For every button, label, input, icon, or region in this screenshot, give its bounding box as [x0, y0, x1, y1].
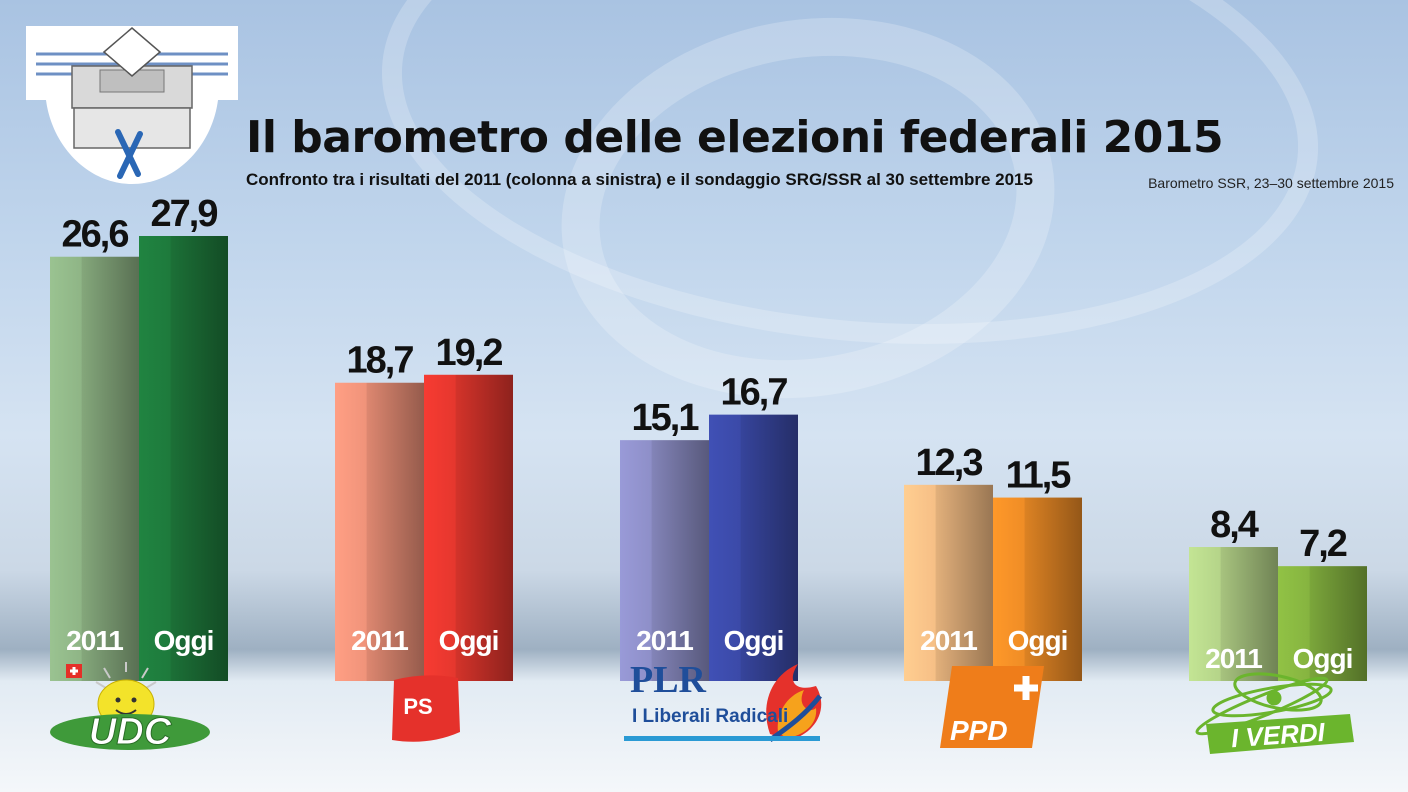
- value-label: 16,7: [721, 372, 788, 414]
- page-title: Il barometro delle elezioni federali 201…: [246, 112, 1224, 163]
- ppd-logo: PPD: [940, 666, 1044, 748]
- bar-year-label: 2011: [1205, 643, 1262, 674]
- ppd-logo-text: PPD: [950, 715, 1008, 746]
- ballot-box-icon: [26, 26, 238, 184]
- verdi-logo-text: I VERDI: [1230, 717, 1327, 754]
- plr-logo-subtext: I Liberali Radicali: [632, 706, 788, 727]
- bar-udc-oggi: [139, 235, 228, 681]
- bar-year-label: 2011: [351, 625, 408, 656]
- bar-plr-2011: [620, 440, 709, 681]
- bar-udc-2011: [50, 256, 139, 681]
- plr-logo: PLR I Liberali Radicali: [624, 659, 822, 743]
- bar-plr-oggi: [709, 414, 798, 681]
- bar-year-label: Oggi: [154, 625, 214, 656]
- udc-logo-text: UDC: [89, 711, 172, 753]
- sunflower-icon: [1195, 672, 1333, 736]
- value-label: 19,2: [436, 332, 503, 374]
- bar-ppd-2011: [904, 484, 993, 681]
- page-subtitle: Confronto tra i risultati del 2011 (colo…: [246, 170, 1033, 189]
- value-label: 26,6: [62, 214, 129, 256]
- ps-logo-text: PS: [403, 694, 432, 719]
- udc-logo: UDC: [50, 662, 210, 754]
- bar-year-label: 2011: [66, 625, 123, 656]
- bar-ppd-oggi: [993, 497, 1082, 681]
- bar-i-verdi-oggi: [1278, 566, 1367, 681]
- bar-year-label: 2011: [636, 625, 693, 656]
- value-label: 8,4: [1210, 504, 1259, 546]
- cross-icon: [1014, 676, 1038, 700]
- bar-year-label: Oggi: [1008, 625, 1068, 656]
- verdi-logo: I VERDI: [1195, 672, 1354, 754]
- plr-logo-text: PLR: [630, 659, 707, 701]
- bar-ps-2011: [335, 382, 424, 681]
- value-label: 7,2: [1299, 523, 1347, 565]
- value-label: 12,3: [916, 442, 983, 484]
- value-label: 27,9: [151, 193, 218, 235]
- bar-year-label: Oggi: [439, 625, 499, 656]
- value-label: 18,7: [347, 340, 414, 382]
- bar-i-verdi-2011: [1189, 547, 1278, 681]
- bar-year-label: Oggi: [724, 625, 784, 656]
- value-label: 11,5: [1006, 455, 1072, 497]
- bar-year-label: 2011: [920, 625, 977, 656]
- bar-year-label: Oggi: [1293, 643, 1353, 674]
- ps-logo: PS: [392, 675, 460, 742]
- source-note: Barometro SSR, 23–30 settembre 2015: [1148, 175, 1394, 191]
- flame-icon: [766, 664, 822, 743]
- bar-ps-oggi: [424, 374, 513, 681]
- value-label: 15,1: [632, 397, 700, 439]
